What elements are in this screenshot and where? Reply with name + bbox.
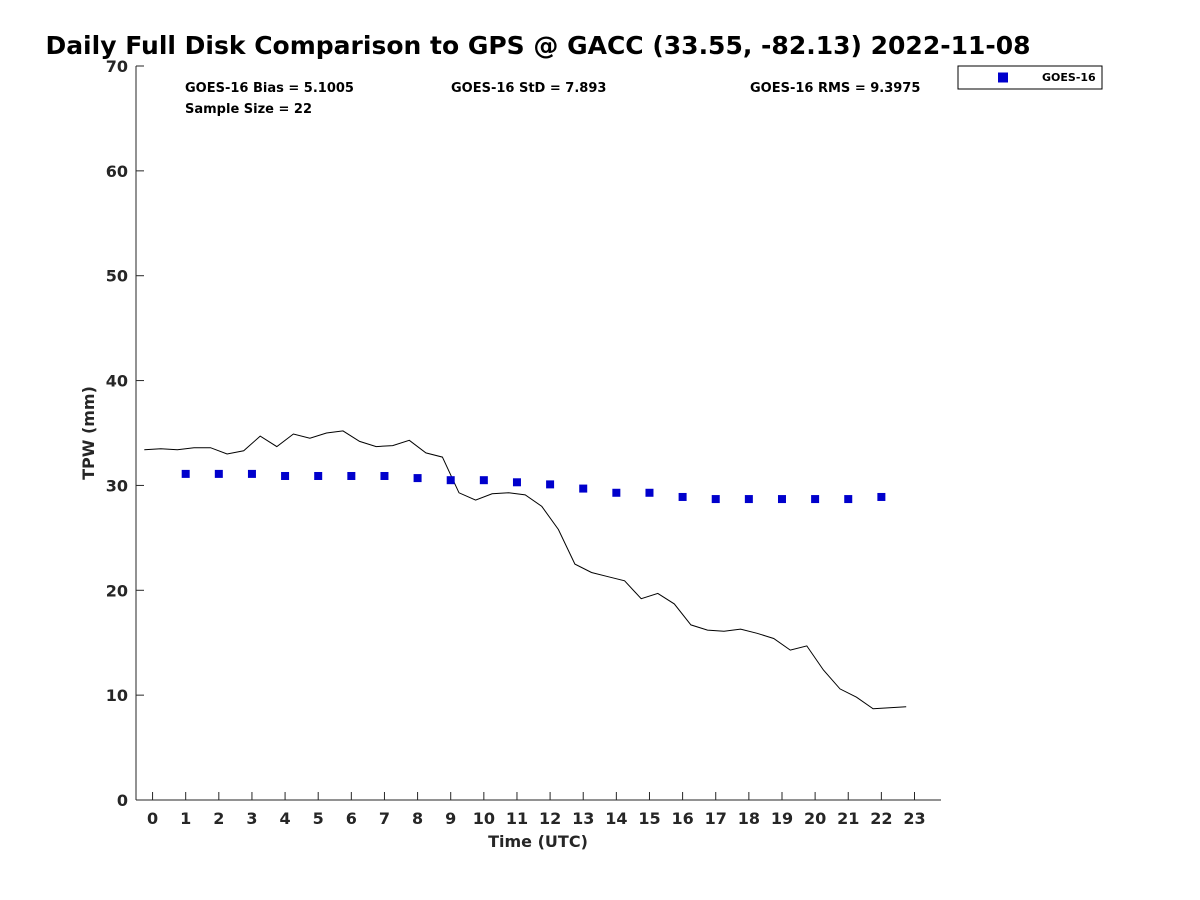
y-tick-label: 10	[106, 686, 128, 705]
goes16-point	[380, 471, 389, 480]
x-tick-label: 3	[246, 809, 257, 828]
x-tick-label: 0	[147, 809, 158, 828]
x-tick-label: 22	[870, 809, 892, 828]
x-tick-label: 11	[506, 809, 528, 828]
y-tick-label: 0	[117, 791, 128, 810]
goes16-point	[844, 495, 853, 504]
goes16-point	[479, 476, 488, 485]
y-tick-label: 70	[106, 57, 128, 76]
y-tick-label: 30	[106, 476, 128, 495]
goes16-point	[247, 469, 256, 478]
x-tick-label: 2	[213, 809, 224, 828]
stat-std: GOES-16 StD = 7.893	[451, 81, 606, 96]
goes16-point	[413, 474, 422, 483]
x-tick-label: 4	[280, 809, 291, 828]
legend-box	[957, 65, 1103, 90]
x-tick-label: 9	[445, 809, 456, 828]
goes16-point	[777, 495, 786, 504]
y-axis-label: TPW (mm)	[79, 386, 98, 480]
x-tick-label: 6	[346, 809, 357, 828]
goes16-point	[281, 471, 290, 480]
goes16-point	[512, 478, 521, 487]
x-tick-label: 16	[671, 809, 693, 828]
goes16-point	[711, 495, 720, 504]
x-tick-label: 23	[903, 809, 925, 828]
goes16-point	[612, 488, 621, 497]
goes16-point	[811, 495, 820, 504]
y-tick-label: 20	[106, 581, 128, 600]
x-tick-label: 13	[572, 809, 594, 828]
goes16-point	[744, 495, 753, 504]
x-tick-label: 19	[771, 809, 793, 828]
x-ticks: 0 1 2 3 4 5 6 7 8 9 10 11 12 13 14 15 16 17 18 19 20 21 22 23	[147, 792, 926, 828]
goes16-point	[678, 492, 687, 501]
goes16-series	[181, 469, 886, 504]
x-tick-label: 5	[313, 809, 324, 828]
goes16-point	[446, 476, 455, 485]
goes16-point	[181, 469, 190, 478]
x-tick-label: 1	[180, 809, 191, 828]
y-tick-label: 60	[106, 162, 128, 181]
x-tick-label: 17	[705, 809, 727, 828]
goes16-point	[347, 471, 356, 480]
goes16-point	[546, 480, 555, 489]
legend-marker-goes16	[998, 72, 1008, 83]
legend: GOES-16	[957, 65, 1103, 90]
x-tick-label: 20	[804, 809, 826, 828]
x-tick-label: 21	[837, 809, 859, 828]
y-tick-label: 40	[106, 372, 128, 391]
gps-series	[144, 430, 907, 710]
y-tick-label: 50	[106, 267, 128, 286]
x-tick-label: 15	[638, 809, 660, 828]
goes16-point	[314, 471, 323, 480]
x-tick-label: 7	[379, 809, 390, 828]
x-tick-label: 14	[605, 809, 627, 828]
goes16-point	[579, 484, 588, 493]
stat-bias: GOES-16 Bias = 5.1005	[185, 81, 354, 96]
x-tick-label: 12	[539, 809, 561, 828]
x-tick-label: 10	[473, 809, 495, 828]
x-axis-label: Time (UTC)	[488, 832, 588, 851]
goes16-point	[877, 492, 886, 501]
stat-sample-size: Sample Size = 22	[185, 102, 312, 117]
x-tick-label: 8	[412, 809, 423, 828]
x-tick-label: 18	[738, 809, 760, 828]
legend-label-goes16: GOES-16	[1042, 71, 1096, 84]
y-ticks: 0 10 20 30 40 50 60 70	[106, 57, 144, 810]
goes16-point	[214, 469, 223, 478]
stat-rms: GOES-16 RMS = 9.3975	[750, 81, 920, 96]
axes	[135, 66, 941, 801]
gps-line	[144, 430, 907, 710]
goes16-point	[645, 488, 654, 497]
chart-title: Daily Full Disk Comparison to GPS @ GACC…	[45, 31, 1030, 60]
